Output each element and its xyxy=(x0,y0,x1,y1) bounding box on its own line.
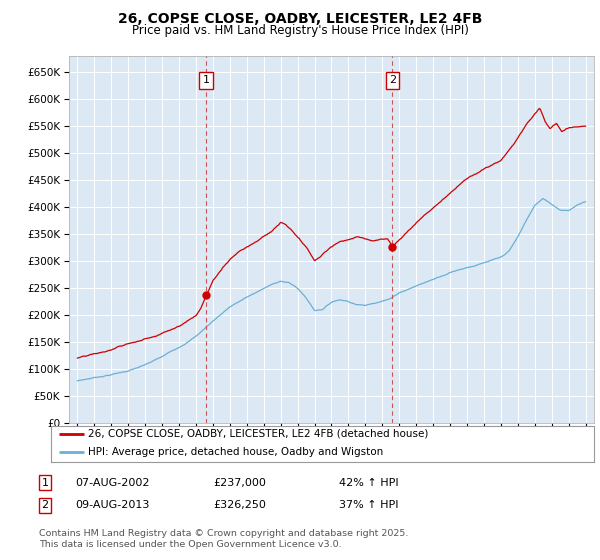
Text: HPI: Average price, detached house, Oadby and Wigston: HPI: Average price, detached house, Oadb… xyxy=(88,447,383,457)
Text: 07-AUG-2002: 07-AUG-2002 xyxy=(75,478,149,488)
Text: 1: 1 xyxy=(203,75,209,85)
Text: 42% ↑ HPI: 42% ↑ HPI xyxy=(339,478,398,488)
Text: Contains HM Land Registry data © Crown copyright and database right 2025.
This d: Contains HM Land Registry data © Crown c… xyxy=(39,529,409,549)
Text: 26, COPSE CLOSE, OADBY, LEICESTER, LE2 4FB: 26, COPSE CLOSE, OADBY, LEICESTER, LE2 4… xyxy=(118,12,482,26)
Text: £326,250: £326,250 xyxy=(213,500,266,510)
Text: 2: 2 xyxy=(389,75,396,85)
Text: 26, COPSE CLOSE, OADBY, LEICESTER, LE2 4FB (detached house): 26, COPSE CLOSE, OADBY, LEICESTER, LE2 4… xyxy=(88,428,428,438)
Text: 37% ↑ HPI: 37% ↑ HPI xyxy=(339,500,398,510)
Text: 09-AUG-2013: 09-AUG-2013 xyxy=(75,500,149,510)
Text: Price paid vs. HM Land Registry's House Price Index (HPI): Price paid vs. HM Land Registry's House … xyxy=(131,24,469,37)
Text: 2: 2 xyxy=(41,500,49,510)
Text: £237,000: £237,000 xyxy=(213,478,266,488)
Text: 1: 1 xyxy=(41,478,49,488)
